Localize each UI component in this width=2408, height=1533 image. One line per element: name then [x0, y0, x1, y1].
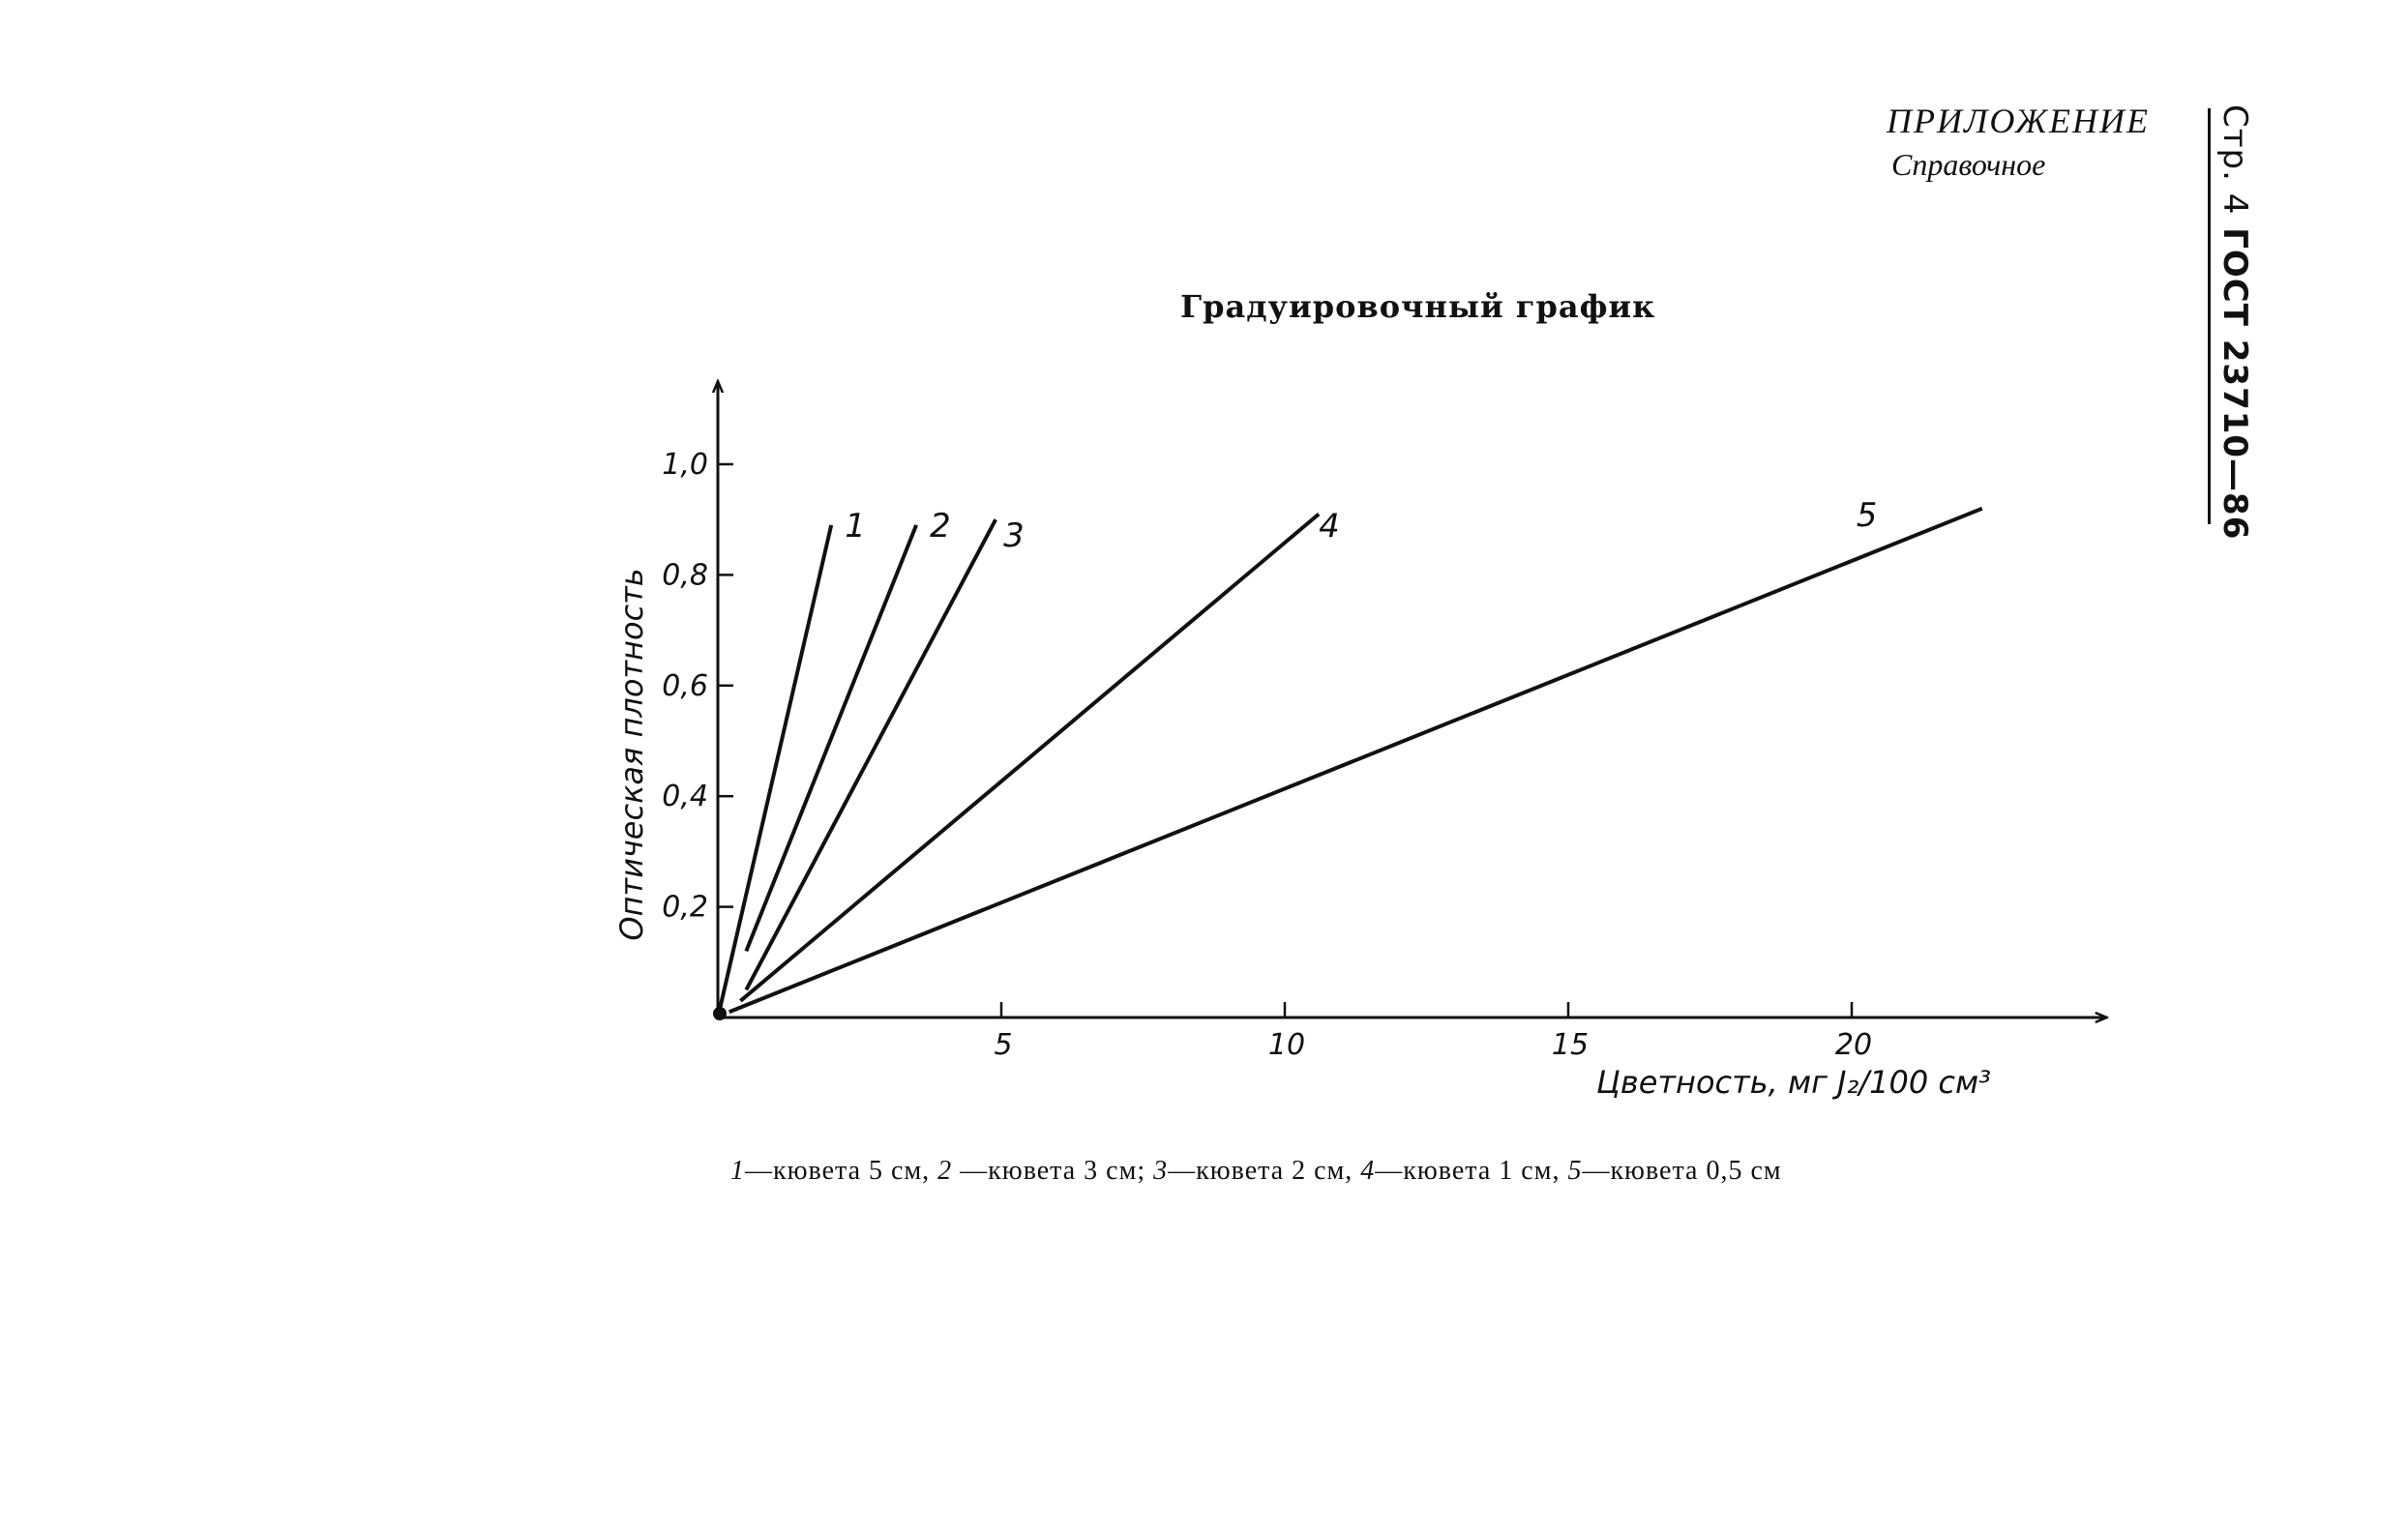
caption-num-1: 1 — [730, 1156, 745, 1186]
series-line-2 — [744, 524, 918, 953]
chart-title: Градуировочный график — [1180, 288, 1656, 325]
chart-ticks: 5 10 15 20 0,2 0,4 0,6 0,8 1,0 — [662, 448, 1872, 1062]
series-label-2: 2 — [930, 507, 951, 545]
caption-text-2: —кювета 3 см; — [952, 1156, 1154, 1186]
chart-caption: 1—кювета 5 см, 2 —кювета 3 см; 3—кювета … — [730, 1156, 1782, 1187]
series-label-3: 3 — [1003, 516, 1025, 555]
caption-num-5: 5 — [1567, 1156, 1583, 1186]
caption-text-4: —кювета 1 см, — [1375, 1156, 1568, 1186]
x-tick-label: 15 — [1552, 1028, 1589, 1062]
caption-num-3: 3 — [1153, 1156, 1169, 1186]
y-tick-label: 0,6 — [662, 669, 708, 703]
y-tick-label: 1,0 — [662, 448, 708, 482]
x-tick-label: 10 — [1268, 1028, 1305, 1062]
caption-text-1: —кювета 5 см, — [745, 1156, 938, 1186]
series-line-3 — [744, 518, 997, 991]
header-rule — [2208, 108, 2211, 524]
series-label-5: 5 — [1857, 496, 1878, 535]
x-tick-label: 20 — [1835, 1028, 1872, 1062]
appendix-note: Справочное — [1891, 147, 2046, 182]
series-label-4: 4 — [1319, 507, 1340, 545]
x-tick-label: 5 — [994, 1028, 1012, 1062]
caption-text-3: —кювета 2 см, — [1168, 1156, 1361, 1186]
y-tick-label: 0,2 — [662, 891, 708, 925]
series-line-1 — [716, 524, 834, 1018]
series-line-4 — [739, 512, 1321, 1003]
chart-axes — [718, 381, 2107, 1017]
y-tick-label: 0,4 — [662, 780, 708, 813]
chart-labels: 1 2 3 4 5 Цветность, мг J₂/100 см³ Оптическая … — [613, 496, 1991, 1101]
x-axis-label: Цветность, мг J₂/100 см³ — [1596, 1064, 1991, 1101]
y-tick-label: 0,8 — [662, 558, 708, 592]
appendix-title: ПРИЛОЖЕНИЕ — [1887, 102, 2150, 140]
caption-num-4: 4 — [1360, 1156, 1376, 1186]
series-label-1: 1 — [845, 507, 866, 545]
y-axis-label: Оптическая плотность — [613, 568, 650, 940]
series-line-5 — [728, 506, 1983, 1015]
chart-series — [713, 506, 1983, 1020]
caption-text-5: —кювета 0,5 см — [1582, 1156, 1782, 1186]
origin-mark — [713, 1007, 727, 1020]
caption-num-2: 2 — [937, 1156, 953, 1186]
